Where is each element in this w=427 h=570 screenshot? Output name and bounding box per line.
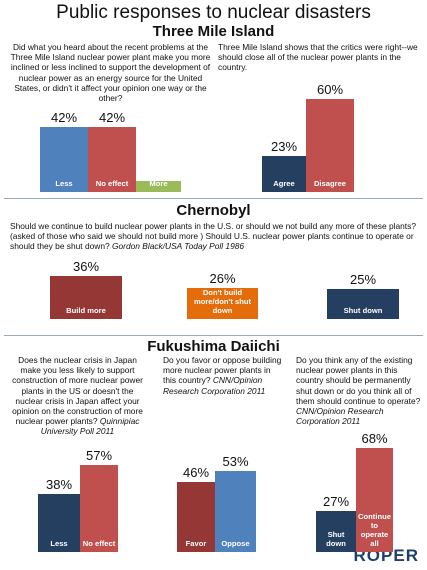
bar bbox=[327, 289, 399, 319]
bar bbox=[177, 481, 215, 552]
section-heading: Chernobyl bbox=[176, 202, 251, 219]
page-title: Public responses to nuclear disasters bbox=[56, 2, 371, 23]
category-label: No effect bbox=[95, 179, 129, 188]
source: Quinnipiac University Poll 2011 bbox=[40, 416, 140, 437]
question-text: Do you think any of the existing nuclear… bbox=[296, 355, 421, 406]
value-label: 42% bbox=[98, 109, 126, 125]
category-label: No effect bbox=[82, 539, 116, 548]
value-label: 23% bbox=[270, 139, 298, 155]
question-text: Three Mile Island shows that the critics… bbox=[218, 42, 418, 73]
category-label: Don't build more/don't shut down bbox=[193, 288, 252, 315]
bar bbox=[80, 464, 118, 552]
value-label: 42% bbox=[50, 109, 78, 125]
section-heading: Fukushima Daiichi bbox=[147, 338, 280, 355]
value-label: 36% bbox=[72, 258, 100, 274]
bar bbox=[187, 287, 258, 319]
bar bbox=[50, 275, 122, 319]
bar bbox=[136, 181, 181, 192]
value-label: 60% bbox=[316, 82, 344, 97]
category-label: More bbox=[149, 179, 168, 188]
value-label: 26% bbox=[209, 270, 236, 286]
bar bbox=[356, 447, 393, 552]
category-label: Build more bbox=[66, 306, 106, 315]
value-label: 57% bbox=[85, 447, 113, 463]
question-text: Do you favor or oppose building more nuc… bbox=[163, 355, 282, 386]
source: Gordon Black/USA Today Poll 1986 bbox=[111, 241, 245, 252]
question: Should we continue to build nuclear powe… bbox=[10, 221, 420, 252]
bar bbox=[38, 493, 80, 552]
separator bbox=[4, 198, 423, 199]
category-label: Shut down bbox=[343, 306, 383, 315]
value-label: 38% bbox=[45, 476, 73, 492]
bar bbox=[262, 156, 306, 192]
bar bbox=[215, 470, 256, 552]
category-label: Disagree bbox=[313, 179, 347, 188]
category-label: Continue to operate all bbox=[358, 512, 391, 548]
bar bbox=[306, 99, 354, 192]
question-text: Does the nuclear crisis in Japan make yo… bbox=[12, 355, 143, 427]
category-label: Less bbox=[55, 179, 73, 188]
question: Do you think any of the existing nuclear… bbox=[296, 355, 422, 426]
value-label: 53% bbox=[222, 453, 249, 469]
category-label: Less bbox=[50, 539, 68, 548]
question-text: Should we continue to build nuclear powe… bbox=[10, 221, 416, 252]
bar bbox=[316, 510, 356, 552]
bar bbox=[40, 126, 88, 192]
source: CNN/Opinion Research Corporation 2011 bbox=[163, 375, 266, 396]
question: Did what you heard about the recent prob… bbox=[8, 42, 213, 103]
category-label: Agree bbox=[273, 179, 295, 188]
category-label: Oppose bbox=[221, 539, 250, 548]
separator bbox=[4, 335, 423, 336]
source: CNN/Opinion Research Corporation 2011 bbox=[296, 406, 384, 427]
category-label: Favor bbox=[185, 539, 207, 548]
category-label: Shut down bbox=[326, 530, 346, 548]
value-label: 68% bbox=[361, 430, 388, 446]
question: Three Mile Island shows that the critics… bbox=[218, 42, 423, 73]
question: Does the nuclear crisis in Japan make yo… bbox=[10, 355, 145, 437]
question: Do you favor or oppose building more nuc… bbox=[163, 355, 283, 396]
value-label: 27% bbox=[322, 493, 350, 509]
value-label: 46% bbox=[182, 464, 210, 480]
section-heading: Three Mile Island bbox=[152, 23, 275, 40]
bar bbox=[88, 126, 136, 192]
value-label: 25% bbox=[349, 272, 377, 287]
question-text: Did what you heard about the recent prob… bbox=[10, 42, 211, 104]
